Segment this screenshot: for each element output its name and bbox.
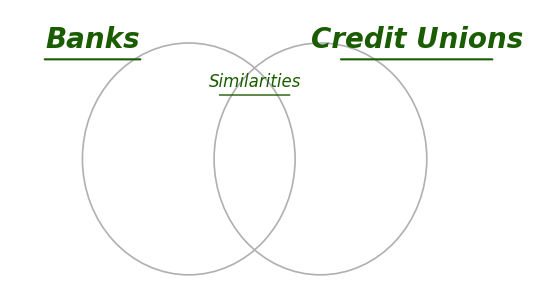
Text: Credit Unions: Credit Unions	[310, 26, 523, 54]
Text: Similarities: Similarities	[208, 73, 301, 91]
Text: Banks: Banks	[45, 26, 140, 54]
